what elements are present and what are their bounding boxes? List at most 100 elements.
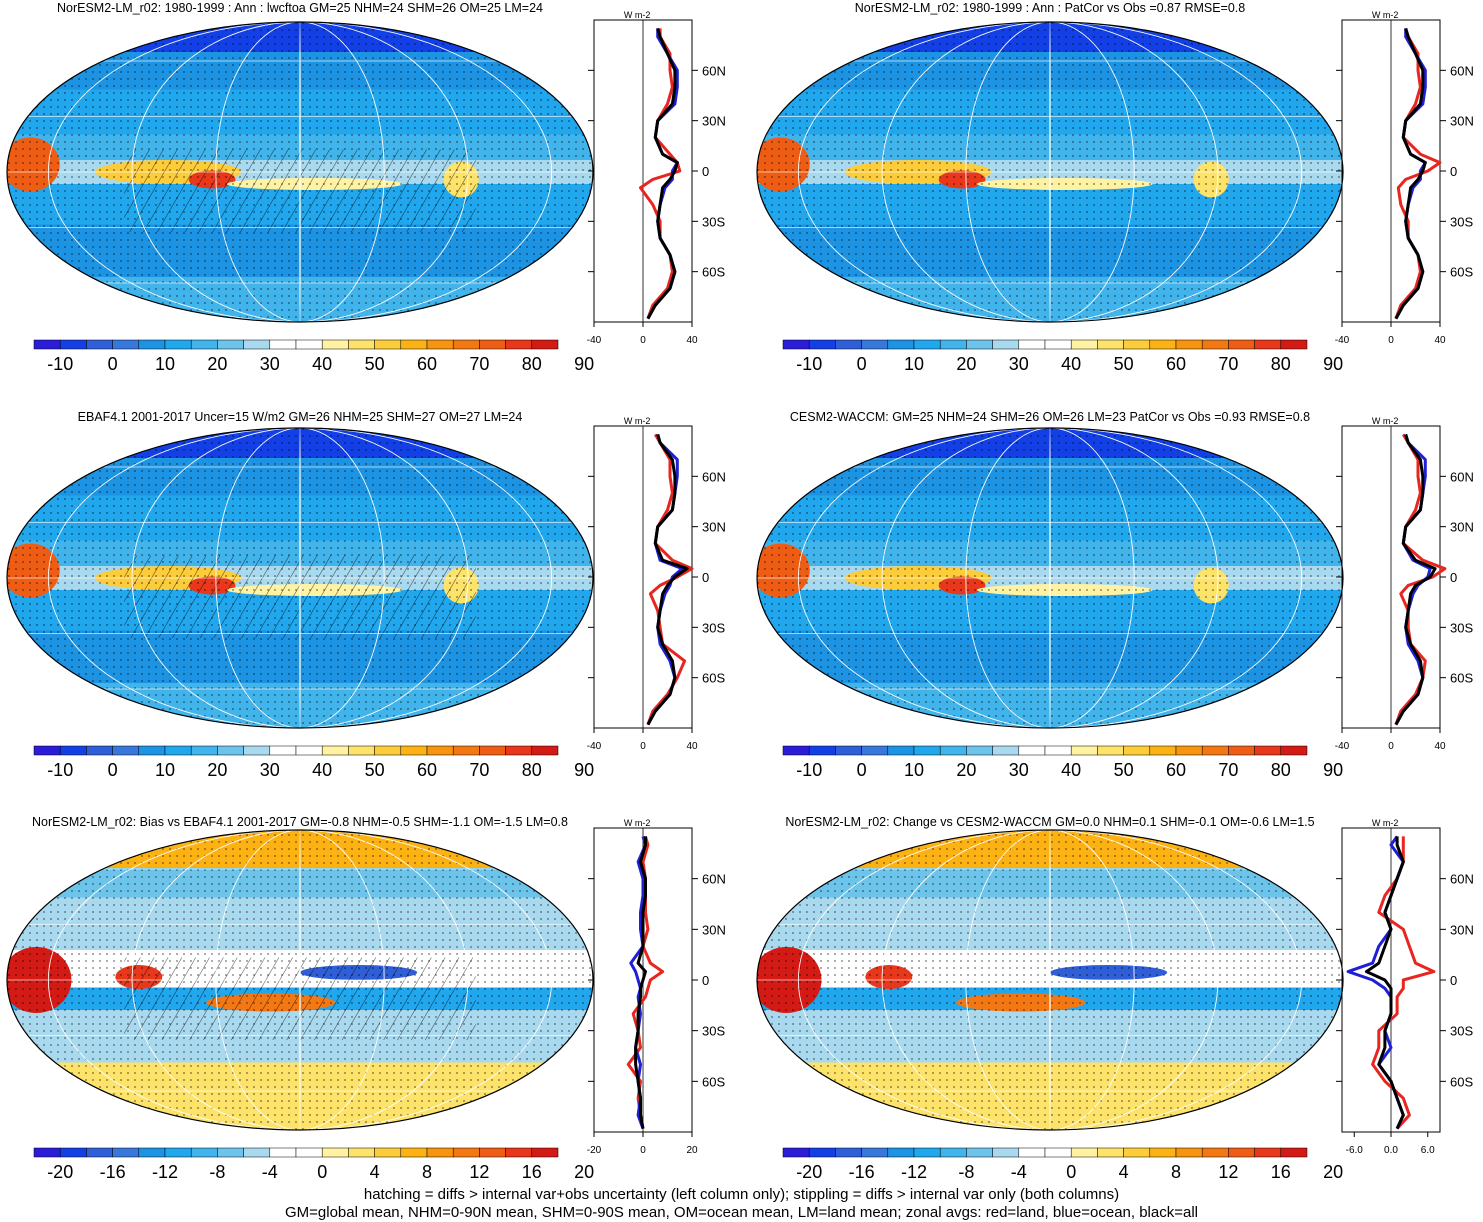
zonal-ytick-label: 0 xyxy=(702,973,709,988)
colorbar-swatch xyxy=(782,745,810,756)
colorbar-tick-label: 0 xyxy=(1066,1162,1076,1182)
panel-title: EBAF4.1 2001-2017 Uncer=15 W/m2 GM=26 NH… xyxy=(78,410,523,424)
colorbar-tick-label: 20 xyxy=(207,760,227,780)
colorbar-tick-label: 10 xyxy=(904,354,924,374)
colorbar-swatch xyxy=(913,745,941,756)
panel-title: NorESM2-LM_r02: Bias vs EBAF4.1 2001-201… xyxy=(32,815,568,829)
colorbar-swatch xyxy=(1149,745,1177,756)
zonal-ytick-label: 60S xyxy=(702,671,725,686)
colorbar-swatch xyxy=(164,745,192,756)
zonal-ytick-label: 60S xyxy=(702,1074,725,1089)
zonal-ytick-label: 30N xyxy=(1450,114,1474,129)
colorbar-tick-label: 40 xyxy=(1061,760,1081,780)
colorbar-swatch xyxy=(295,745,323,756)
colorbar-tick-label: 80 xyxy=(522,354,542,374)
graticule-meridian xyxy=(215,22,385,322)
colorbar-swatch xyxy=(138,339,166,350)
colorbar-swatch xyxy=(112,745,140,756)
colorbar-tick-label: -4 xyxy=(1011,1162,1027,1182)
zonal-ytick-label: 30N xyxy=(1450,922,1474,937)
colorbar-tick-label: 12 xyxy=(1218,1162,1238,1182)
zonal-ytick-label: 30N xyxy=(1450,520,1474,535)
panel-title: CESM2-WACCM: GM=25 NHM=24 SHM=26 OM=26 L… xyxy=(790,410,1310,424)
zonal-series-land xyxy=(1371,836,1436,1130)
colorbar-swatch xyxy=(966,339,993,350)
graticule-meridian xyxy=(47,830,553,1130)
colorbar-swatch xyxy=(1280,1147,1308,1158)
colorbar-swatch xyxy=(1044,1147,1072,1158)
colorbar-swatch xyxy=(374,1147,402,1158)
colorbar-swatch xyxy=(1018,339,1046,350)
colorbar-swatch xyxy=(992,1147,1020,1158)
zonal-xtick-label: 0 xyxy=(1388,741,1394,752)
graticule-meridian xyxy=(797,428,1303,728)
zonal-mean-plot: W m-2 -40 0 40 60N 30N 0 30S 60S xyxy=(1335,416,1474,752)
colorbar-swatch xyxy=(808,339,836,350)
zonal-xtick-label: 0.0 xyxy=(1384,1145,1398,1156)
graticule-meridian xyxy=(965,22,1135,322)
zonal-xtick-label: -6.0 xyxy=(1346,1145,1364,1156)
zonal-ytick-label: 30S xyxy=(702,620,725,635)
colorbar-swatch xyxy=(400,1147,428,1158)
colorbar-swatch xyxy=(321,339,349,350)
zonal-series-ocean xyxy=(629,835,647,1130)
colorbar-swatch xyxy=(400,745,428,756)
graticule-meridian xyxy=(797,22,1303,322)
colorbar-swatch xyxy=(505,339,533,350)
map-border xyxy=(6,21,594,323)
zonal-xtick-label: 0 xyxy=(1388,335,1394,346)
colorbar-tick-label: 20 xyxy=(956,354,976,374)
colorbar-tick-label: 40 xyxy=(312,760,332,780)
graticule-meridian xyxy=(1049,22,1051,322)
colorbar-swatch xyxy=(321,745,349,756)
colorbar-swatch xyxy=(269,1147,297,1158)
hatching xyxy=(124,957,476,1040)
zonal-series-all xyxy=(1394,433,1437,726)
colorbar-tick-label: -10 xyxy=(796,760,822,780)
graticule-meridian xyxy=(131,22,469,322)
colorbar-tick-label: 80 xyxy=(522,760,542,780)
colorbar-tick-label: 30 xyxy=(1009,354,1029,374)
colorbar-swatch xyxy=(400,339,428,350)
colorbar-swatch xyxy=(243,745,271,756)
colorbar: -10 0 10 20 30 40 50 60 70 80 90 xyxy=(782,339,1343,374)
colorbar-tick-label: 10 xyxy=(155,354,175,374)
zonal-series-all xyxy=(646,433,689,726)
colorbar-swatch xyxy=(295,1147,323,1158)
zonal-ytick-label: 60S xyxy=(1450,1074,1473,1089)
colorbar-tick-label: -16 xyxy=(849,1162,875,1182)
colorbar-swatch xyxy=(1149,339,1177,350)
colorbar-swatch xyxy=(452,339,480,350)
zonal-xtick-label: 20 xyxy=(686,1145,698,1156)
colorbar-swatch xyxy=(217,1147,244,1158)
colorbar: -20 -16 -12 -8 -4 0 4 8 12 16 20 xyxy=(782,1147,1343,1182)
colorbar-swatch xyxy=(426,339,454,350)
colorbar-tick-label: -16 xyxy=(100,1162,126,1182)
panel-top-left: NorESM2-LM_r02: 1980-1999 : Ann : lwcfto… xyxy=(6,1,726,374)
colorbar: -10 0 10 20 30 40 50 60 70 80 90 xyxy=(33,745,594,780)
colorbar-tick-label: -10 xyxy=(47,354,73,374)
zonal-series-land xyxy=(646,433,694,726)
colorbar-swatch xyxy=(348,745,375,756)
colorbar-tick-label: 70 xyxy=(469,760,489,780)
colorbar-swatch xyxy=(112,1147,140,1158)
colorbar-swatch xyxy=(782,339,810,350)
colorbar-swatch xyxy=(1228,1147,1255,1158)
zonal-mean-plot: W m-2 -40 0 40 60N 30N 0 30S 60S xyxy=(587,10,726,346)
graticule-meridian xyxy=(299,428,301,728)
colorbar-swatch xyxy=(86,339,113,350)
colorbar-tick-label: 60 xyxy=(1166,354,1186,374)
colorbar-swatch xyxy=(1018,745,1046,756)
colorbar-swatch xyxy=(164,1147,192,1158)
colorbar-swatch xyxy=(861,339,889,350)
colorbar-swatch xyxy=(1201,339,1229,350)
colorbar-tick-label: 0 xyxy=(108,760,118,780)
zonal-ytick-label: 30S xyxy=(702,214,725,229)
colorbar-tick-label: 8 xyxy=(422,1162,432,1182)
colorbar-swatch xyxy=(887,1147,915,1158)
panel-title: NorESM2-LM_r02: 1980-1999 : Ann : PatCor… xyxy=(855,1,1246,15)
colorbar-swatch xyxy=(33,1147,61,1158)
colorbar-swatch xyxy=(1201,1147,1229,1158)
colorbar-swatch xyxy=(1097,339,1124,350)
colorbar-tick-label: 30 xyxy=(1009,760,1029,780)
